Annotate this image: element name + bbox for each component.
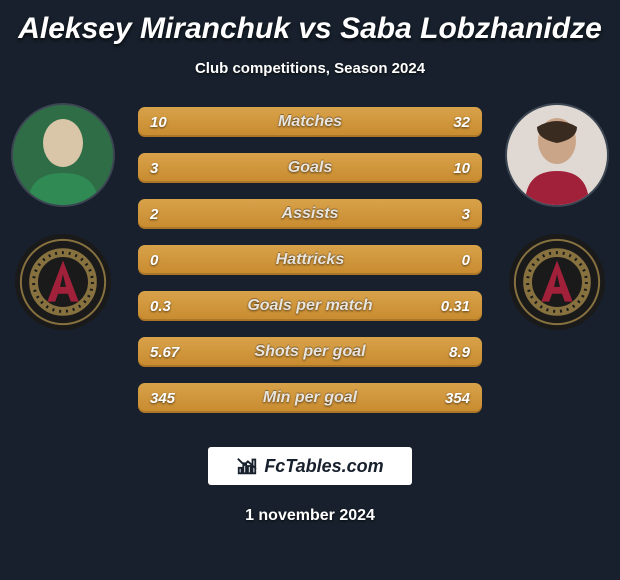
stat-label: Assists — [138, 199, 482, 229]
stat-bar: 3Goals10 — [138, 153, 482, 183]
stat-label: Min per goal — [138, 383, 482, 413]
player-right-placeholder-icon — [507, 103, 607, 207]
stat-bar: 0.3Goals per match0.31 — [138, 291, 482, 321]
stat-bar: 5.67Shots per goal8.9 — [138, 337, 482, 367]
player-right-photo — [505, 103, 609, 207]
right-column — [502, 103, 612, 331]
stat-value-right: 0.31 — [441, 291, 470, 321]
stat-value-right: 10 — [453, 153, 470, 183]
atlanta-united-logo-icon — [508, 233, 606, 331]
comparison-title: Aleksey Miranchuk vs Saba Lobzhanidze — [0, 0, 620, 46]
stat-label: Matches — [138, 107, 482, 137]
stat-bars: 10Matches323Goals102Assists30Hattricks00… — [138, 107, 482, 413]
site-name: FcTables.com — [264, 456, 383, 477]
stat-label: Goals per match — [138, 291, 482, 321]
chart-icon — [236, 455, 258, 477]
vs-label: vs — [298, 12, 331, 45]
club-left-logo — [14, 233, 112, 331]
competition-subtitle: Club competitions, Season 2024 — [0, 60, 620, 77]
stat-bar: 2Assists3 — [138, 199, 482, 229]
comparison-content: 10Matches323Goals102Assists30Hattricks00… — [0, 103, 620, 423]
stat-label: Shots per goal — [138, 337, 482, 367]
player-left-photo — [11, 103, 115, 207]
player-left-name: Aleksey Miranchuk — [18, 12, 290, 45]
site-logo[interactable]: FcTables.com — [208, 447, 412, 485]
stat-value-right: 3 — [462, 199, 470, 229]
left-column — [8, 103, 118, 331]
stat-label: Hattricks — [138, 245, 482, 275]
stat-label: Goals — [138, 153, 482, 183]
stat-value-right: 32 — [453, 107, 470, 137]
stat-value-right: 354 — [445, 383, 470, 413]
stat-bar: 10Matches32 — [138, 107, 482, 137]
atlanta-united-logo-icon — [14, 233, 112, 331]
stat-value-right: 8.9 — [449, 337, 470, 367]
stat-value-right: 0 — [462, 245, 470, 275]
player-right-name: Saba Lobzhanidze — [340, 12, 602, 45]
stat-bar: 345Min per goal354 — [138, 383, 482, 413]
club-right-logo — [508, 233, 606, 331]
comparison-date: 1 november 2024 — [0, 507, 620, 525]
stat-bar: 0Hattricks0 — [138, 245, 482, 275]
player-left-placeholder-icon — [13, 103, 113, 207]
